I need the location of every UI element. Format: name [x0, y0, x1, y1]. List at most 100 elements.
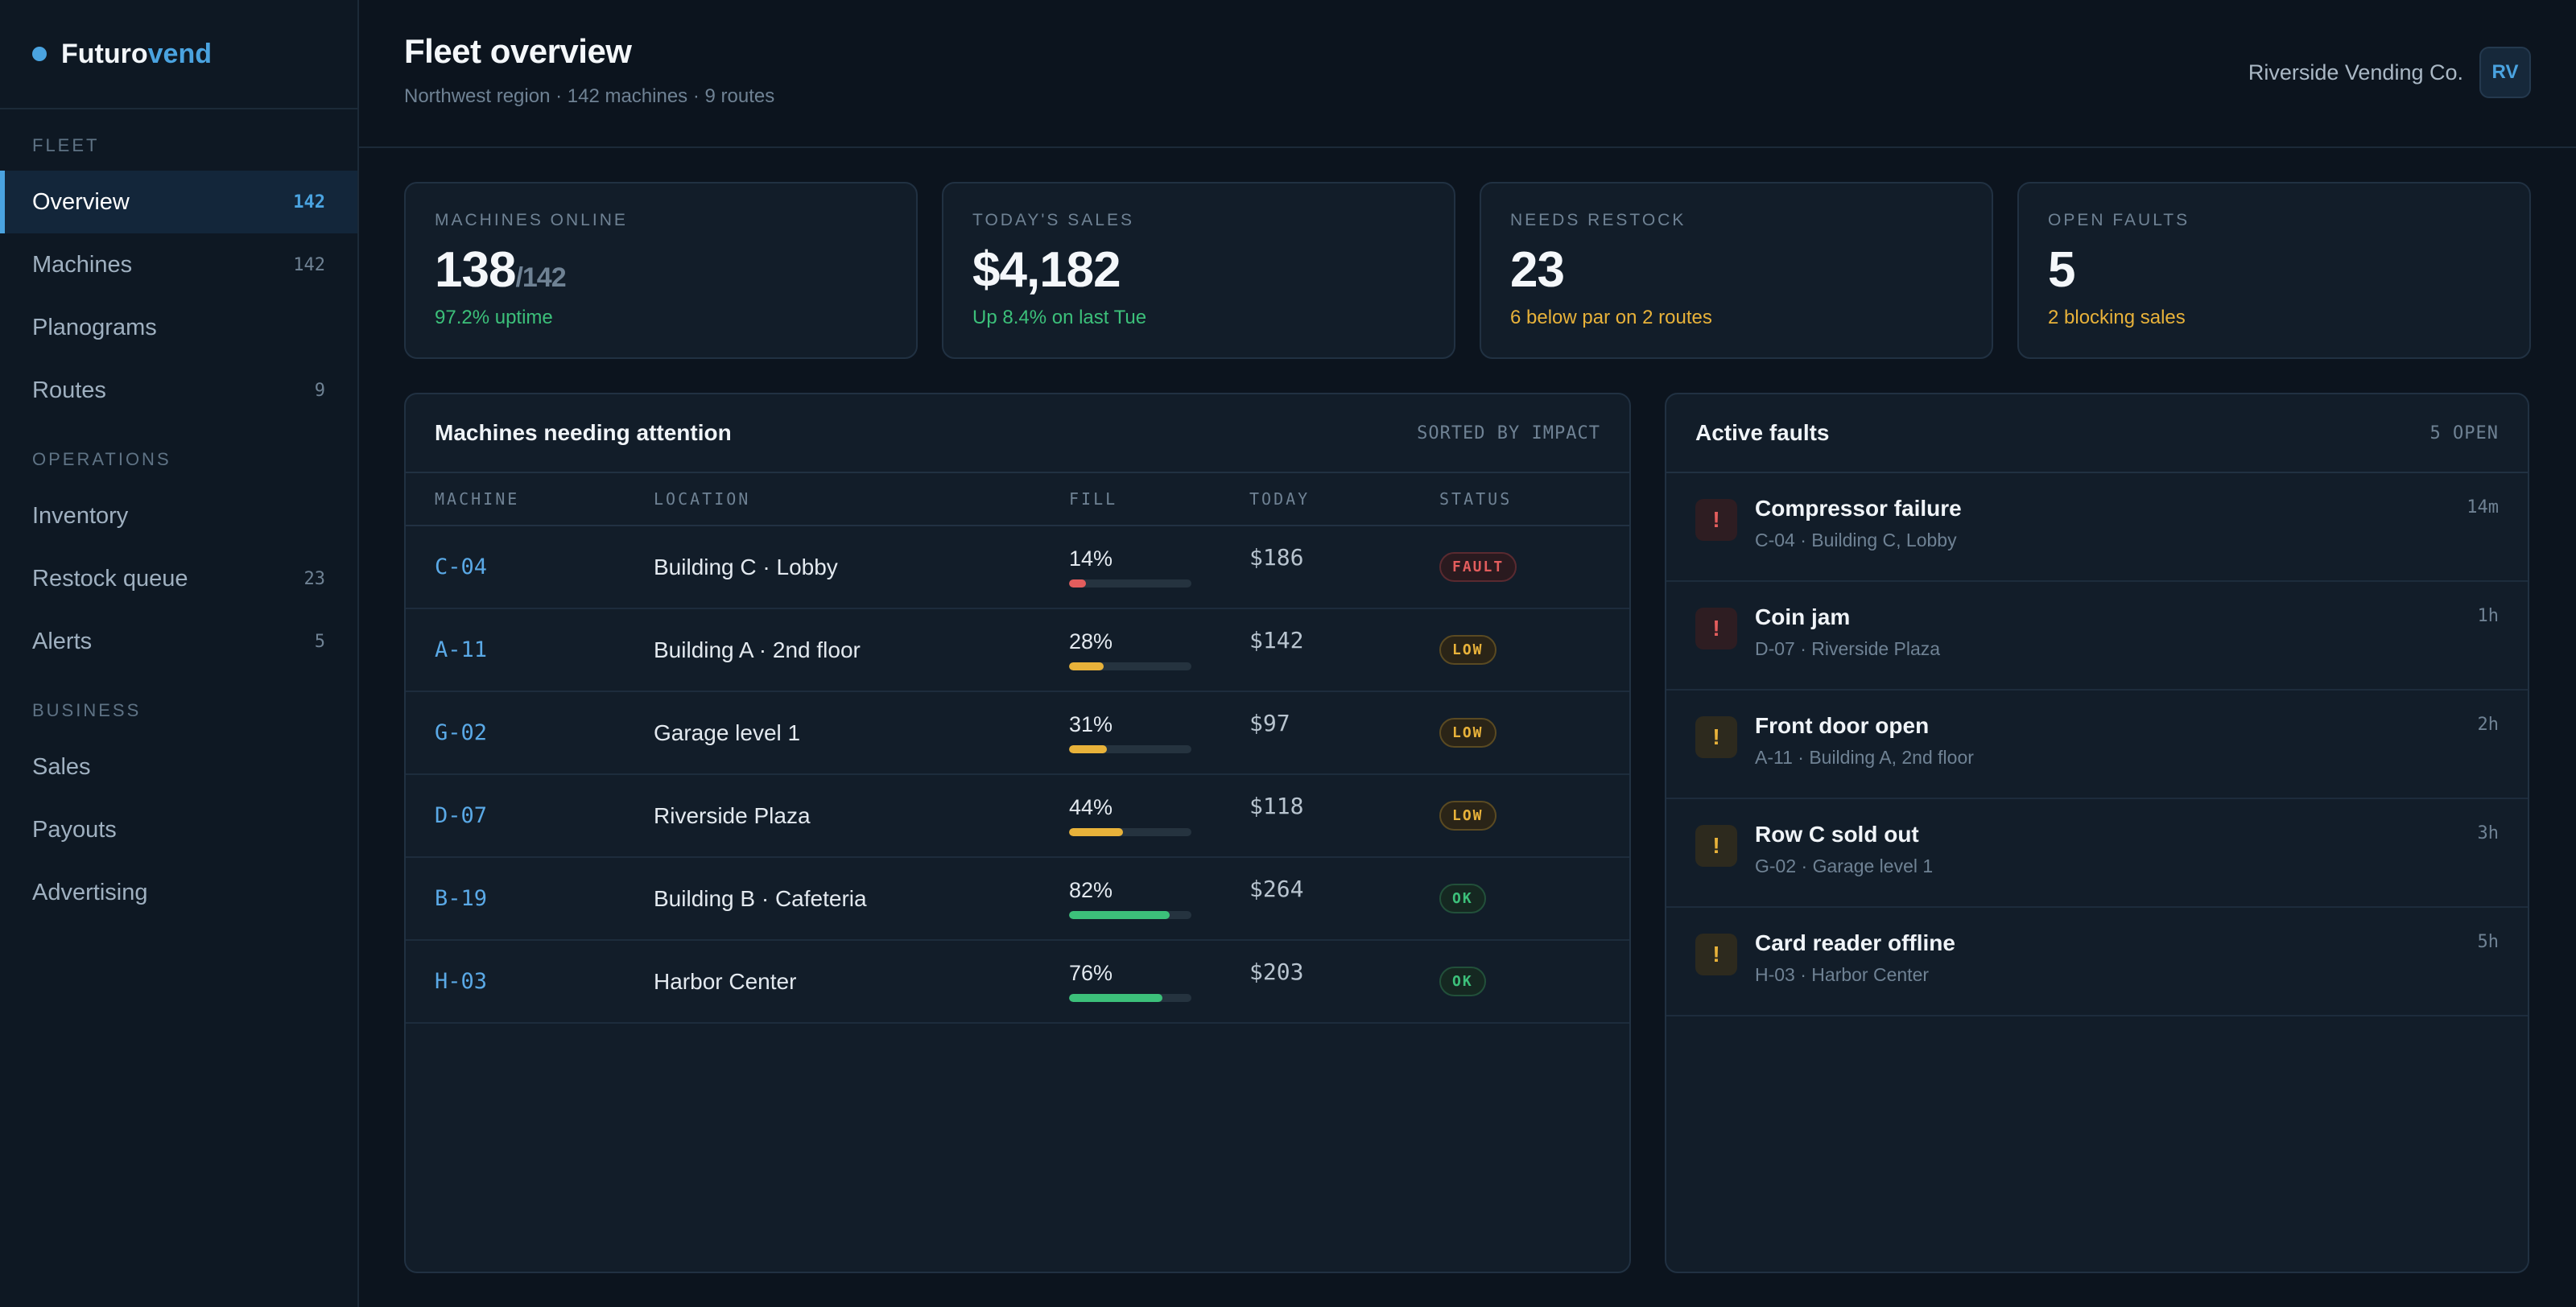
fault-subtitle: H-03 · Harbor Center	[1755, 964, 1930, 985]
sidebar-item-label: Sales	[32, 753, 91, 780]
today-sales: $97	[1249, 710, 1290, 736]
fault-time: 1h	[2477, 606, 2500, 626]
column-header-today[interactable]: TODAY	[1249, 489, 1311, 509]
fault-item[interactable]: ! Compressor failure C-04 · Building C, Lo…	[1666, 473, 2528, 582]
table-row[interactable]: C-04 Building C · Lobby 14% $186 FAULT	[406, 526, 1629, 609]
table-row[interactable]: B-19 Building B · Cafeteria 82% $264 OK	[406, 858, 1629, 941]
fill-bar-track	[1069, 828, 1191, 836]
faults-panel: Active faults 5 OPEN ! Compressor failure…	[1665, 393, 2529, 1273]
machine-location: Harbor Center	[654, 968, 797, 994]
status-cell: OK	[1439, 967, 1600, 996]
brand-logo[interactable]: Futurovend	[0, 0, 357, 109]
exclamation-icon: !	[1695, 716, 1737, 758]
stat-value-number: 138	[435, 242, 516, 298]
table-row[interactable]: G-02 Garage level 1 31% $97 LOW	[406, 692, 1629, 775]
fault-item[interactable]: ! Front door open A-11 · Building A, 2nd f…	[1666, 691, 2528, 799]
machine-location: Building A · 2nd floor	[654, 637, 861, 662]
sidebar-item-count: 142	[293, 192, 325, 212]
stat-card-open-faults[interactable]: OPEN FAULTS 5 2 blocking sales	[2017, 182, 2531, 359]
status-badge: LOW	[1439, 635, 1496, 665]
account-area: Riverside Vending Co. RV	[2248, 47, 2531, 98]
stat-card-machines-online[interactable]: MACHINES ONLINE 138/142 97.2% uptime	[404, 182, 918, 359]
sidebar: Futurovend FLEET Overview 142 Machines 1…	[0, 0, 359, 1307]
fault-title: Front door open	[1755, 713, 1930, 738]
fill-bar-track	[1069, 579, 1191, 588]
sidebar-item-label: Inventory	[32, 502, 129, 529]
stat-label: MACHINES ONLINE	[435, 211, 628, 229]
machine-id[interactable]: A-11	[435, 637, 488, 662]
fault-item[interactable]: ! Coin jam D-07 · Riverside Plaza 1h	[1666, 582, 2528, 691]
machine-id[interactable]: D-07	[435, 803, 488, 828]
column-header-status[interactable]: STATUS	[1439, 489, 1513, 509]
sidebar-item-planograms[interactable]: Planograms	[0, 296, 357, 359]
sidebar-item-machines[interactable]: Machines 142	[0, 233, 357, 296]
stat-note: 6 below par on 2 routes	[1510, 307, 1712, 328]
column-header-machine[interactable]: MACHINE	[435, 489, 520, 509]
machine-id[interactable]: G-02	[435, 720, 488, 745]
machine-location: Building B · Cafeteria	[654, 885, 867, 911]
table-row[interactable]: D-07 Riverside Plaza 44% $118 LOW	[406, 775, 1629, 858]
fault-body: Front door open A-11 · Building A, 2nd fl…	[1755, 713, 2478, 769]
exclamation-icon: !	[1695, 499, 1737, 541]
avatar[interactable]: RV	[2479, 47, 2531, 98]
fault-body: Coin jam D-07 · Riverside Plaza	[1755, 604, 2478, 660]
exclamation-icon: !	[1695, 608, 1737, 649]
machine-id[interactable]: B-19	[435, 886, 488, 911]
sidebar-item-label: Machines	[32, 251, 133, 278]
status-badge: OK	[1439, 967, 1486, 996]
sidebar-item-overview[interactable]: Overview 142	[0, 171, 357, 233]
sidebar-item-alerts[interactable]: Alerts 5	[0, 610, 357, 673]
machine-id[interactable]: C-04	[435, 555, 488, 579]
fault-time: 2h	[2477, 715, 2500, 735]
machine-location: Garage level 1	[654, 719, 801, 745]
brand-dot-icon	[32, 47, 47, 61]
today-sales: $186	[1249, 544, 1304, 571]
stat-value: 5	[2048, 242, 2075, 298]
fill-percent: 44%	[1069, 795, 1113, 819]
stat-card-needs-restock[interactable]: NEEDS RESTOCK 23 6 below par on 2 routes	[1480, 182, 1993, 359]
header-titles: Fleet overview Northwest region · 142 ma…	[404, 32, 774, 108]
fault-subtitle: C-04 · Building C, Lobby	[1755, 530, 1957, 550]
fault-subtitle: G-02 · Garage level 1	[1755, 856, 1934, 876]
fill-bar	[1069, 662, 1104, 670]
fill-percent: 14%	[1069, 546, 1113, 571]
fill-bar	[1069, 745, 1108, 753]
sidebar-item-sales[interactable]: Sales	[0, 736, 357, 798]
sidebar-item-restock-queue[interactable]: Restock queue 23	[0, 547, 357, 610]
fault-item[interactable]: ! Row C sold out G-02 · Garage level 1 3h	[1666, 799, 2528, 908]
fault-item[interactable]: ! Card reader offline H-03 · Harbor Center…	[1666, 908, 2528, 1016]
today-sales: $264	[1249, 876, 1304, 902]
table-row[interactable]: A-11 Building A · 2nd floor 28% $142 LOW	[406, 609, 1629, 692]
org-name[interactable]: Riverside Vending Co.	[2248, 60, 2463, 85]
fill-bar	[1069, 911, 1170, 919]
status-cell: LOW	[1439, 635, 1600, 665]
table-header: MACHINE LOCATION FILL TODAY STATUS	[406, 473, 1629, 526]
fault-subtitle: D-07 · Riverside Plaza	[1755, 638, 1941, 659]
attention-panel-header: Machines needing attention SORTED BY IMP…	[406, 394, 1629, 473]
status-badge: LOW	[1439, 801, 1496, 831]
nav-section-title: BUSINESS	[32, 700, 142, 720]
machine-id[interactable]: H-03	[435, 969, 488, 994]
status-cell: LOW	[1439, 801, 1600, 831]
sidebar-item-label: Restock queue	[32, 565, 188, 592]
page-subtitle: Northwest region · 142 machines · 9 rout…	[404, 85, 775, 107]
page-header: Fleet overview Northwest region · 142 ma…	[359, 0, 2576, 148]
stat-label: OPEN FAULTS	[2048, 211, 2190, 229]
sidebar-item-routes[interactable]: Routes 9	[0, 359, 357, 422]
brand-name: Futurovend	[61, 39, 212, 70]
panel-title: Active faults	[1695, 420, 1830, 445]
sidebar-item-label: Advertising	[32, 879, 148, 905]
sidebar-item-inventory[interactable]: Inventory	[0, 484, 357, 547]
stat-card-todays-sales[interactable]: TODAY'S SALES $4,182 Up 8.4% on last Tue	[942, 182, 1455, 359]
sidebar-item-payouts[interactable]: Payouts	[0, 798, 357, 861]
exclamation-icon: !	[1695, 825, 1737, 867]
table-row[interactable]: H-03 Harbor Center 76% $203 OK	[406, 941, 1629, 1024]
machine-location: Riverside Plaza	[654, 802, 811, 828]
sidebar-item-advertising[interactable]: Advertising	[0, 861, 357, 924]
sort-label[interactable]: SORTED BY IMPACT	[1417, 423, 1600, 443]
column-header-location[interactable]: LOCATION	[654, 489, 751, 509]
today-sales: $142	[1249, 627, 1304, 654]
fill-cell: 44%	[1069, 795, 1249, 836]
main-content: Fleet overview Northwest region · 142 ma…	[359, 0, 2576, 1307]
column-header-fill[interactable]: FILL	[1069, 489, 1118, 509]
